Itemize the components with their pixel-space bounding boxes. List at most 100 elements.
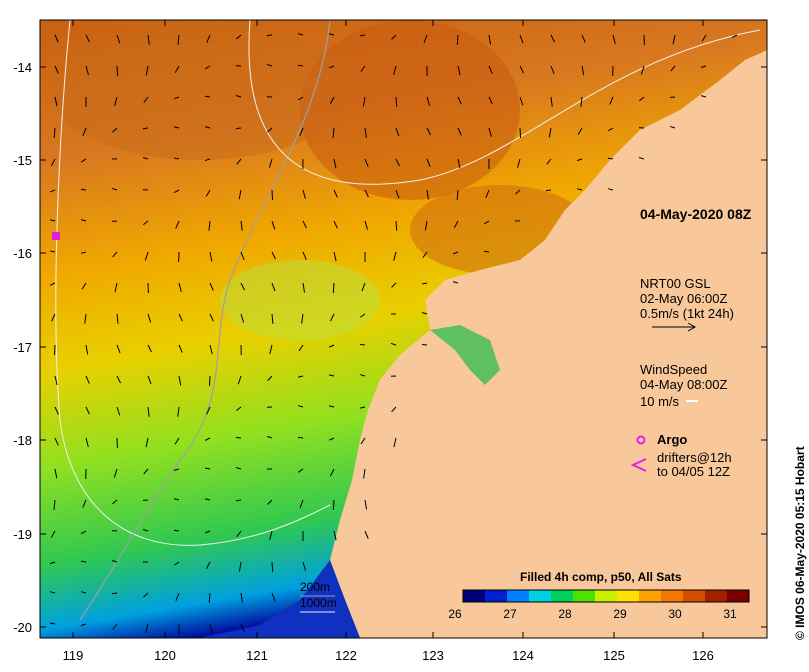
colorbar-tick: 30: [668, 607, 682, 621]
current-vector: [116, 406, 121, 416]
lon-tick: 126: [692, 648, 714, 663]
current-vector: [297, 375, 304, 378]
current-vector: [548, 127, 552, 138]
current-vector: [116, 313, 119, 324]
current-vector: [488, 34, 492, 45]
current-vector: [266, 63, 273, 67]
lat-tick: -15: [13, 153, 32, 168]
current-vector: [297, 33, 304, 36]
colorbar-title: Filled 4h comp, p50, All Sats: [520, 570, 682, 584]
current-vector: [145, 623, 149, 633]
current-vector: [302, 561, 307, 571]
current-vector: [114, 96, 118, 106]
contour-1000m-label: 1000m: [300, 596, 337, 610]
current-vector: [54, 437, 59, 446]
current-vector: [423, 34, 428, 44]
warm-patch: [50, 20, 350, 160]
current-vector: [81, 282, 87, 290]
current-vector: [515, 189, 521, 195]
current-vector: [238, 189, 242, 200]
current-vector: [49, 189, 56, 193]
colorbar-segment: [551, 590, 574, 602]
current-vector: [576, 158, 583, 162]
current-vector: [328, 344, 335, 348]
current-vector: [147, 406, 150, 417]
current-vector: [80, 560, 87, 563]
current-vector: [204, 498, 211, 501]
drifters-line1: drifters@12h: [657, 450, 732, 465]
current-vector: [359, 343, 366, 346]
current-vector: [271, 189, 274, 200]
current-vector: [364, 189, 369, 198]
current-vector: [85, 437, 89, 447]
current-vector: [360, 437, 366, 445]
colorbar-tick: 26: [448, 607, 462, 621]
argo-label: Argo: [657, 432, 688, 447]
current-vector: [49, 219, 56, 222]
current-vector: [271, 592, 276, 602]
current-vector: [173, 96, 180, 100]
current-vector: [177, 406, 180, 417]
current-vector: [49, 250, 56, 253]
current-vector: [360, 65, 366, 72]
current-vector: [147, 34, 150, 45]
current-vector: [545, 189, 552, 192]
current-vector: [235, 127, 242, 130]
current-vector: [332, 282, 335, 293]
current-vector: [581, 34, 586, 43]
current-vector: [426, 189, 429, 200]
colorbar-segment: [661, 590, 684, 602]
current-vector: [209, 623, 213, 634]
current-vector: [640, 65, 645, 75]
current-vector: [142, 157, 149, 160]
current-vector: [297, 96, 304, 101]
current-vector: [235, 499, 242, 502]
current-vector: [236, 158, 242, 165]
lon-tick: 121: [246, 648, 268, 663]
current-vector: [271, 313, 274, 324]
current-vector: [395, 158, 400, 167]
current-vector: [609, 96, 614, 105]
current-vector: [328, 65, 335, 69]
colorbar-tick: 28: [558, 607, 572, 621]
currents-date: 02-May 06:00Z: [640, 291, 728, 306]
current-vector: [53, 127, 56, 138]
current-vector: [483, 250, 490, 253]
current-vector: [113, 468, 118, 478]
current-vector: [550, 65, 555, 75]
current-vector: [359, 374, 366, 377]
current-vector: [173, 126, 180, 129]
current-vector: [457, 96, 462, 105]
current-vector: [328, 405, 335, 408]
current-vector: [111, 592, 118, 595]
current-vector: [235, 467, 242, 470]
current-vector: [269, 344, 273, 355]
current-vector: [390, 342, 397, 346]
current-vector: [54, 375, 58, 386]
lat-tick: -17: [13, 340, 32, 355]
argo-marker: [636, 435, 646, 445]
current-vector: [395, 96, 398, 107]
current-vector: [332, 127, 335, 138]
drifter-marker: [630, 458, 647, 472]
current-vector: [206, 406, 211, 415]
current-vector: [82, 127, 87, 137]
current-vector: [240, 282, 245, 291]
current-vector: [80, 591, 87, 594]
current-vector: [85, 375, 90, 384]
map-frame: [39, 19, 768, 639]
current-vector: [49, 561, 56, 565]
current-vector: [638, 156, 645, 160]
lon-tick: 123: [422, 648, 444, 663]
current-vector: [580, 96, 583, 107]
current-vector: [80, 158, 87, 163]
current-vector: [147, 375, 152, 385]
current-vector: [178, 344, 183, 353]
current-vector: [53, 344, 56, 355]
current-vector: [483, 220, 490, 225]
current-vector: [80, 623, 87, 627]
colorbar-segment: [463, 590, 486, 602]
contour-200m: [79, 19, 331, 621]
current-vector: [519, 65, 524, 74]
